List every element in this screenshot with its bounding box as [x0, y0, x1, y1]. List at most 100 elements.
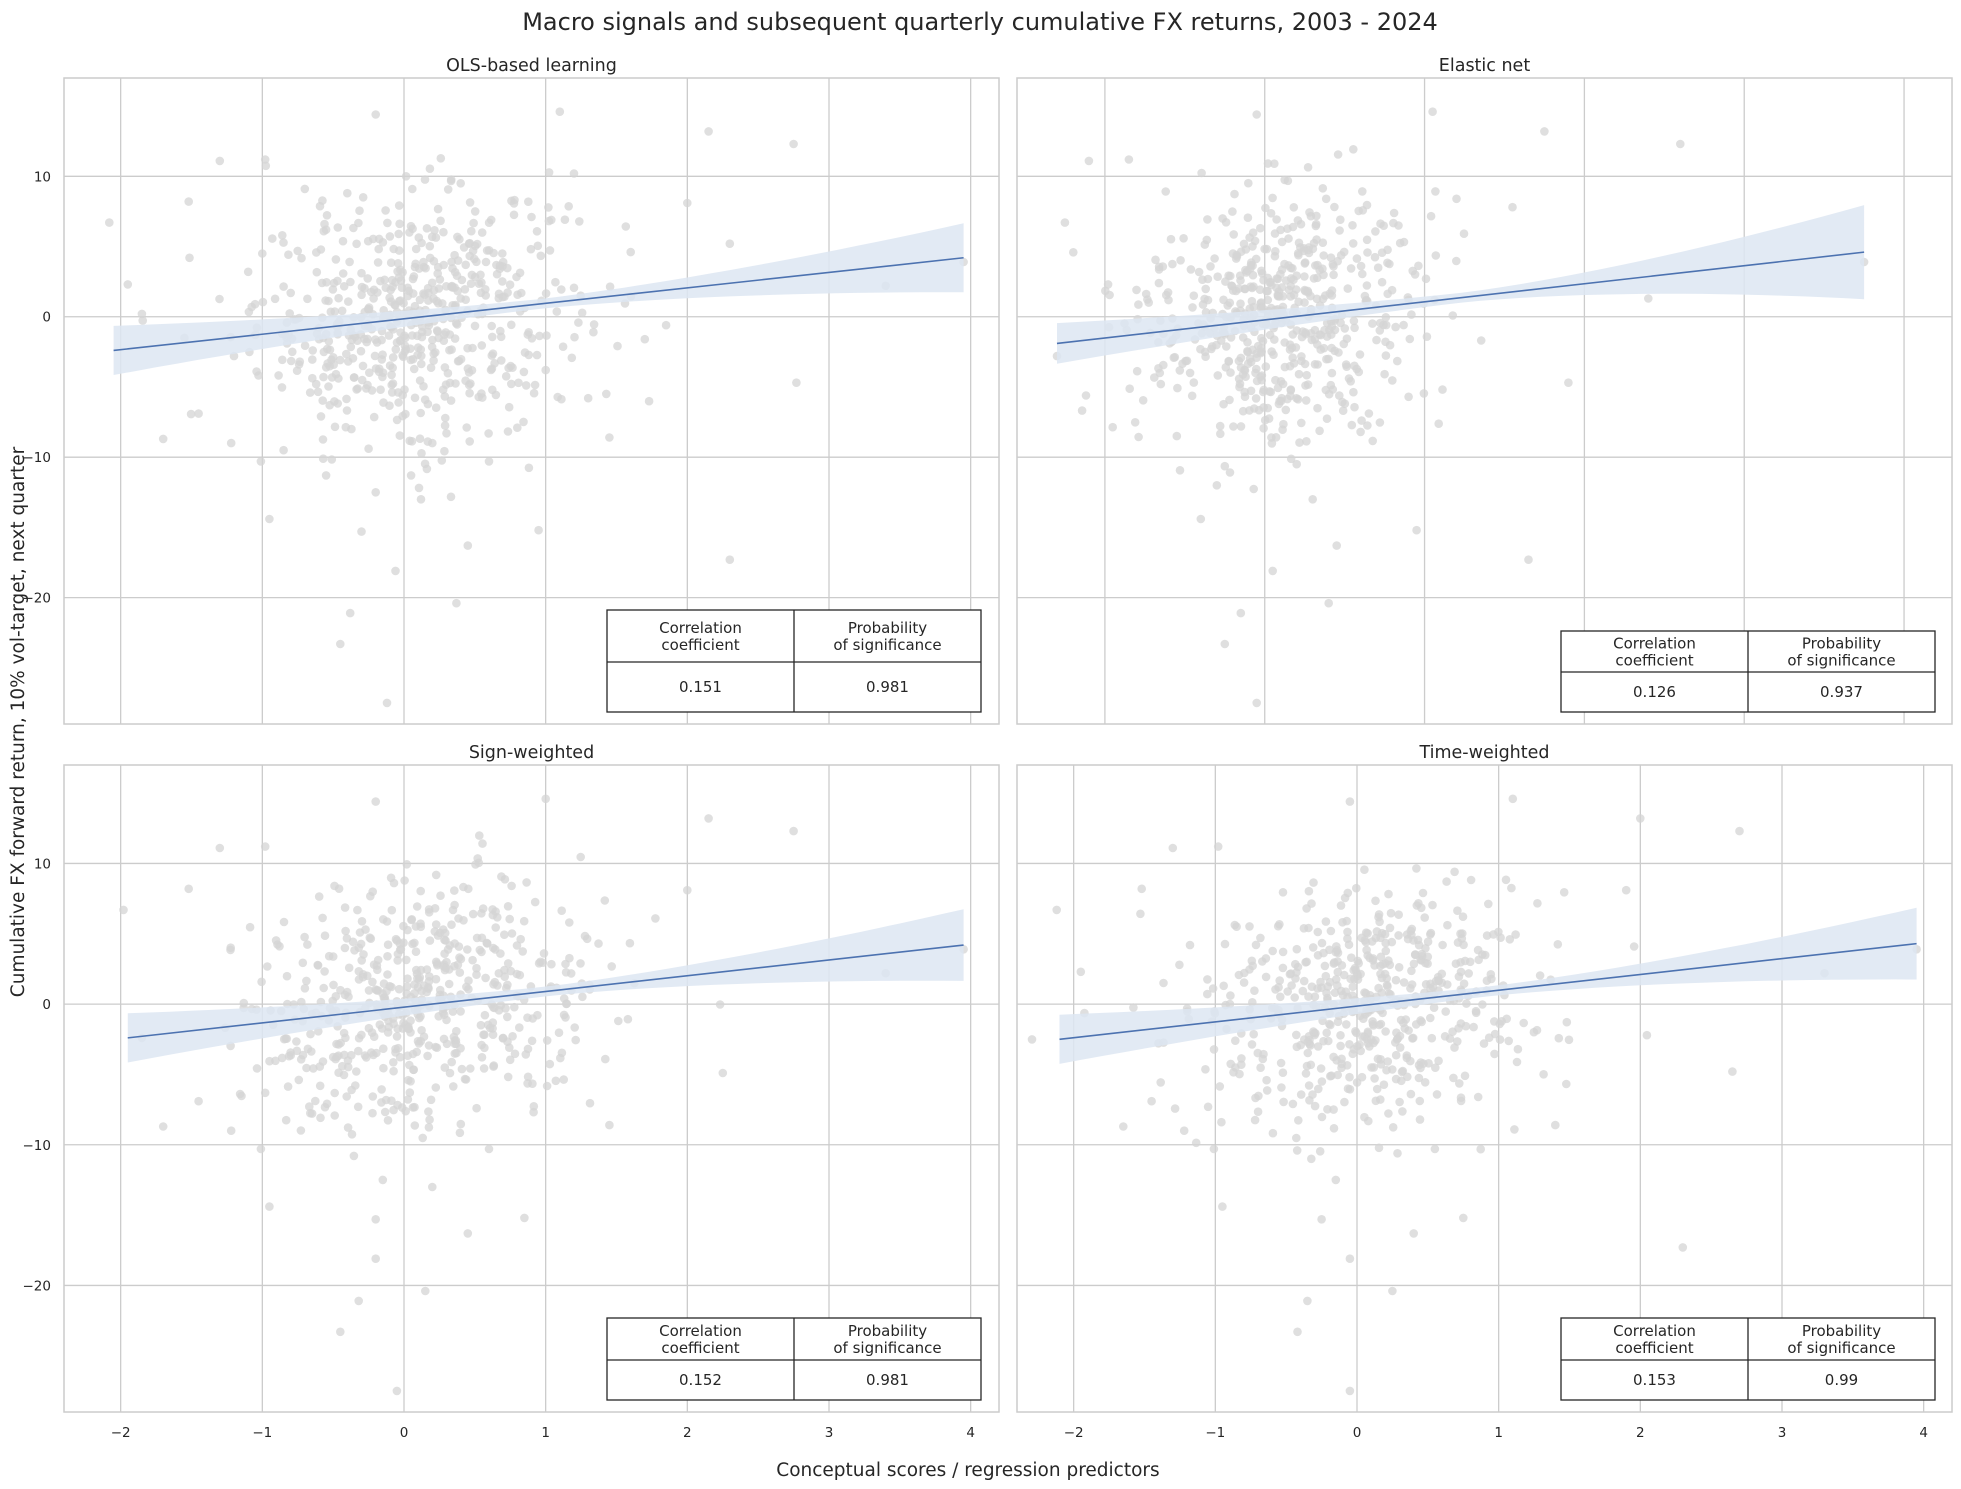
scatter-point: [333, 276, 342, 286]
scatter-point: [1300, 258, 1310, 267]
scatter-point: [465, 251, 475, 261]
plot-area: [105, 107, 968, 708]
scatter-point: [440, 446, 449, 456]
scatter-point: [1676, 139, 1685, 149]
scatter-point: [1336, 1041, 1345, 1051]
scatter-point: [412, 902, 422, 911]
scatter-point: [324, 951, 334, 961]
scatter-point: [561, 968, 571, 977]
scatter-point: [1261, 203, 1270, 213]
scatter-point: [1419, 389, 1429, 398]
scatter-point: [683, 885, 692, 895]
scatter-point: [447, 257, 456, 267]
scatter-point: [1368, 436, 1377, 446]
scatter-point: [462, 423, 472, 432]
scatter-point: [477, 947, 486, 957]
scatter-point: [1360, 988, 1369, 997]
scatter-point: [1231, 1036, 1240, 1045]
scatter-point: [383, 218, 392, 228]
scatter-point: [1559, 888, 1569, 897]
scatter-point: [1332, 541, 1341, 550]
scatter-point: [1262, 1075, 1271, 1085]
scatter-point: [425, 936, 435, 945]
scatter-point: [1288, 353, 1297, 363]
scatter-point: [464, 239, 474, 248]
scatter-point: [459, 916, 468, 925]
scatter-point: [1331, 1175, 1341, 1185]
scatter-point: [1185, 368, 1195, 378]
scatter-point: [342, 406, 352, 415]
scatter-point: [1408, 266, 1417, 276]
scatter-point: [401, 409, 410, 419]
scatter-point: [1304, 1081, 1314, 1090]
scatter-point: [1642, 1030, 1652, 1040]
scatter-point: [1257, 371, 1267, 380]
scatter-point: [1313, 1042, 1323, 1051]
scatter-point: [1076, 967, 1086, 977]
scatter-point: [1220, 461, 1230, 471]
scatter-point: [344, 297, 353, 306]
scatter-point: [571, 1035, 580, 1045]
scatter-point: [411, 244, 421, 254]
scatter-point: [561, 1013, 570, 1022]
scatter-point: [1387, 937, 1397, 947]
scatter-point: [334, 1040, 343, 1049]
scatter-point: [342, 934, 352, 943]
scatter-point: [524, 463, 534, 473]
scatter-point: [1210, 254, 1219, 263]
scatter-point: [1394, 931, 1403, 940]
scatter-point: [305, 388, 315, 397]
scatter-point: [1349, 145, 1358, 154]
scatter-point: [451, 1039, 461, 1049]
scatter-point: [418, 1133, 428, 1143]
scatter-point: [1219, 399, 1228, 409]
scatter-point: [382, 917, 392, 926]
scatter-point: [1317, 1112, 1327, 1122]
scatter-point: [393, 1043, 403, 1053]
scatter-point: [424, 1041, 434, 1050]
scatter-point: [405, 1088, 415, 1097]
scatter-point: [542, 1081, 552, 1091]
scatter-point: [338, 236, 348, 246]
x-tick-label: 2: [683, 1425, 692, 1441]
scatter-point: [1452, 256, 1461, 266]
scatter-point: [391, 566, 400, 576]
scatter-point: [477, 1053, 487, 1062]
scatter-point: [1367, 1035, 1376, 1044]
scatter-point: [1508, 794, 1518, 804]
scatter-point: [1256, 1063, 1265, 1072]
scatter-point: [347, 1085, 356, 1095]
scatter-point: [1326, 1071, 1335, 1081]
scatter-point: [1513, 1044, 1523, 1054]
scatter-point: [1459, 229, 1469, 238]
scatter-point: [322, 211, 332, 220]
scatter-point: [1302, 437, 1311, 446]
scatter-point: [1162, 290, 1171, 300]
scatter-point: [439, 260, 449, 270]
scatter-point: [1215, 421, 1225, 431]
scatter-point: [419, 382, 428, 391]
scatter-point: [569, 169, 579, 178]
scatter-point: [1356, 427, 1365, 437]
scatter-point: [1194, 267, 1204, 277]
scatter-point: [1735, 826, 1744, 836]
scatter-point: [1278, 292, 1288, 301]
scatter-point: [1381, 351, 1391, 360]
confidence-band: [1057, 205, 1865, 364]
scatter-point: [1621, 885, 1631, 895]
scatter-point: [1411, 950, 1420, 959]
scatter-point: [1286, 281, 1295, 291]
scatter-point: [576, 959, 585, 968]
scatter-point: [1376, 1095, 1385, 1104]
scatter-point: [185, 253, 194, 263]
scatter-point: [1268, 193, 1277, 203]
scatter-point: [1373, 263, 1383, 273]
scatter-point: [445, 345, 454, 355]
scatter-point: [474, 858, 484, 868]
scatter-point: [1458, 912, 1468, 921]
scatter-point: [1355, 1040, 1364, 1049]
scatter-point: [715, 1000, 725, 1009]
scatter-point: [577, 308, 587, 318]
scatter-point: [464, 368, 474, 377]
scatter-point: [315, 1062, 325, 1071]
